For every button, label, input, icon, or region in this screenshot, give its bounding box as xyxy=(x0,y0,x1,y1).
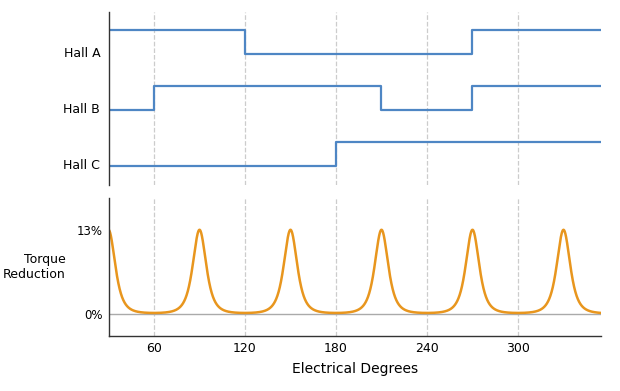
X-axis label: Electrical Degrees: Electrical Degrees xyxy=(292,362,418,376)
Y-axis label: Torque
Reduction: Torque Reduction xyxy=(3,253,66,281)
